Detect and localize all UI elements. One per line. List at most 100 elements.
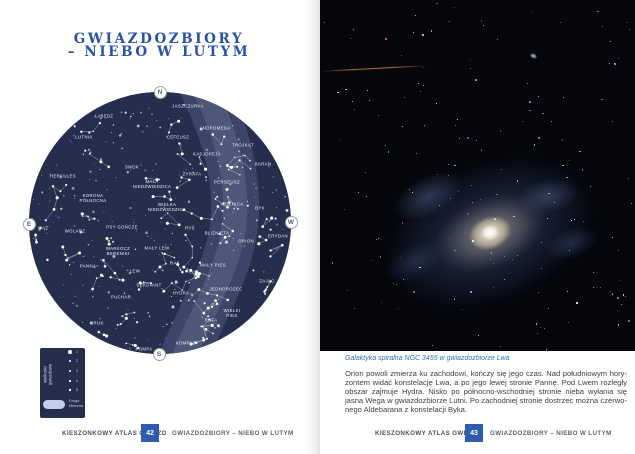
star-speck [377, 114, 379, 116]
constellation-label: ŁABĘDŹ [94, 113, 114, 119]
star-speck [393, 283, 395, 285]
star-speck [516, 180, 519, 182]
star-speck [402, 278, 404, 280]
star-speck [547, 307, 549, 309]
star-speck [611, 237, 613, 239]
star-speck [538, 137, 540, 139]
star-speck [537, 292, 539, 293]
star-speck [365, 195, 367, 197]
constellation-label: BARAN [254, 161, 272, 167]
star-speck [398, 308, 399, 309]
star-speck [475, 79, 477, 81]
magnitude-dot [68, 369, 72, 373]
constellation-label: KORONA PÓŁNOCNA [79, 193, 107, 203]
star-speck [620, 303, 622, 305]
star-speck [490, 259, 492, 261]
star-speck [401, 222, 404, 224]
star-speck [413, 31, 415, 34]
star-speck [416, 152, 417, 154]
star-speck [448, 20, 450, 23]
constellation-label: RYŚ [185, 225, 195, 231]
star-speck [469, 68, 471, 70]
star-speck [490, 252, 493, 254]
star-speck [592, 286, 595, 289]
constellation-label: LUTNIA [75, 134, 93, 140]
star-speck [352, 29, 354, 30]
constellation-label: KOMPAS [175, 340, 197, 346]
star-speck [499, 130, 502, 132]
star-speck [561, 139, 563, 141]
star-speck [448, 238, 450, 240]
star-speck [480, 149, 483, 151]
page-title-line1: GWIAZDOZBIORY [73, 31, 245, 47]
star-speck [472, 202, 474, 203]
star-speck [551, 121, 553, 123]
star-speck [496, 193, 498, 196]
galaxy-photo [320, 0, 635, 351]
constellation-label: MAŁY PIES [200, 262, 226, 268]
star-speck [483, 24, 485, 26]
map-legend: wielkości gwiazdowe 1 2 3 4 5 Droga Mleczna [40, 348, 85, 418]
star-speck [401, 54, 403, 56]
star-speck [477, 334, 479, 336]
constellation-label: ANDROMEDA [199, 125, 231, 131]
photo-caption: Galaktyka spiralna NGC 3455 w gwiazdozbi… [345, 355, 510, 362]
star-speck [454, 164, 456, 166]
constellation-label: JEDNOROŻEC [209, 286, 243, 292]
star-speck [504, 279, 505, 280]
star-speck [527, 82, 529, 84]
star-speck [617, 58, 619, 60]
star-speck [566, 176, 568, 179]
star-speck [617, 297, 620, 300]
star-speck [541, 267, 542, 269]
star-speck [560, 21, 562, 23]
star-speck [545, 349, 548, 351]
star-speck [511, 258, 513, 260]
star-speck [472, 240, 474, 242]
star-speck [617, 250, 620, 252]
star-speck [569, 249, 571, 251]
star-speck [352, 100, 354, 102]
star-speck [492, 287, 494, 289]
star-speck [457, 191, 460, 193]
star-speck [631, 202, 633, 204]
direction-marker-w: W [284, 215, 298, 229]
star-speck [331, 262, 334, 264]
star-speck [620, 279, 622, 281]
constellation-label: CEFEUSZ [166, 134, 190, 140]
star-speck [387, 151, 390, 153]
star-speck [435, 102, 437, 104]
body-text-line: nego Aldebarana z konstelacji Byka. [345, 405, 468, 414]
right-page: Galaktyka spiralna NGC 3455 w gwiazdozbi… [317, 0, 635, 454]
star-speck [628, 320, 630, 322]
star-speck [573, 219, 575, 220]
right-footer: KIESZONKOWY ATLAS GWIAZD 43 GWIAZDOZBIOR… [317, 424, 635, 442]
star-speck [609, 41, 611, 43]
constellation-label: RAK [170, 260, 180, 266]
star-speck [453, 298, 456, 300]
atlas-name: KIESZONKOWY ATLAS GWIAZD [62, 430, 167, 437]
star-speck [562, 165, 564, 167]
star-speck [610, 290, 611, 292]
star-speck [449, 197, 451, 199]
star-speck [543, 327, 546, 329]
star-speck [617, 324, 620, 326]
star-speck [597, 10, 599, 13]
star-speck [404, 96, 406, 98]
direction-marker-n: N [153, 85, 167, 99]
left-page: GWIAZDOZBIORY – NIEBO W LUTYM ŁABĘDŹ JASZ… [22, 31, 298, 442]
constellation-label: PSY GOŃCZE [106, 224, 138, 230]
star-speck [553, 201, 555, 203]
star-speck [513, 215, 515, 218]
body-text: Orion powoli zmierza ku zachodowi, kończ… [345, 369, 627, 414]
star-speck [349, 37, 352, 39]
star-speck [340, 139, 342, 142]
magnitude-dot [69, 380, 71, 382]
star-speck [447, 163, 449, 165]
star-speck [570, 220, 572, 221]
star-speck [627, 22, 629, 24]
star-speck [535, 323, 537, 325]
star-speck [353, 307, 355, 309]
body-text-line: zontem widać konstelację Lwa, a po jego … [345, 378, 627, 387]
